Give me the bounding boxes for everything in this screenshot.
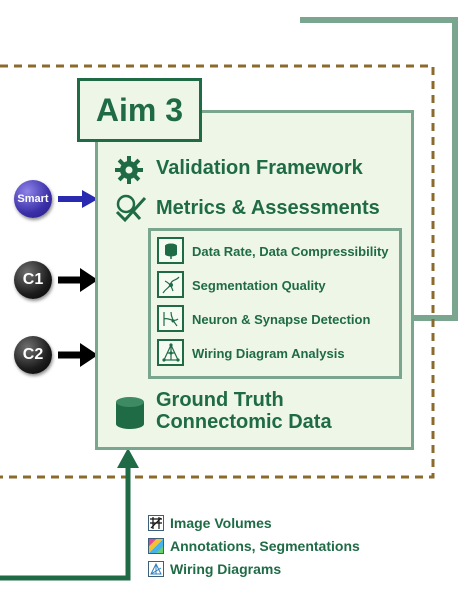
- legend-item: Annotations, Segmentations: [148, 538, 360, 554]
- database-icon: [157, 237, 184, 264]
- database-cylinder-icon: [114, 396, 146, 435]
- dashed-frame: [0, 64, 435, 479]
- c2-input-badge: C2: [14, 336, 52, 374]
- checkmark-magnifier-icon: [113, 192, 147, 229]
- segmentation-icon: [148, 538, 164, 554]
- aim-title: Aim 3: [77, 78, 202, 142]
- metrics-sub-box: [148, 228, 402, 379]
- neuron-icon: [157, 271, 184, 298]
- wiring-diagram-icon: [148, 561, 164, 577]
- metrics-assessments-label: Metrics & Assessments: [156, 197, 380, 219]
- validation-framework-label: Validation Framework: [156, 157, 363, 179]
- ground-truth-line1: Ground Truth: [156, 389, 284, 411]
- metric-wiring-diagram-label: Wiring Diagram Analysis: [192, 346, 345, 361]
- metric-data-rate-label: Data Rate, Data Compressibility: [192, 244, 389, 259]
- c1-input-badge: C1: [14, 261, 52, 299]
- legend-item: Wiring Diagrams: [148, 561, 360, 577]
- smart-input-badge: Smart: [14, 180, 52, 218]
- ground-truth-arrowhead: [117, 448, 139, 468]
- c1-arrowhead: [80, 268, 98, 292]
- smart-arrowhead: [82, 190, 98, 208]
- synapse-icon: [157, 305, 184, 332]
- metric-segmentation-quality-label: Segmentation Quality: [192, 278, 326, 293]
- image-volume-icon: [148, 515, 164, 531]
- output-connector-line: [300, 17, 458, 321]
- ground-truth-line2: Connectomic Data: [156, 411, 332, 433]
- ground-truth-feed-line: [0, 465, 131, 581]
- legend: Image Volumes Annotations, Segmentations…: [148, 515, 360, 577]
- wiring-icon: [157, 339, 184, 366]
- metric-neuron-synapse-label: Neuron & Synapse Detection: [192, 312, 371, 327]
- c2-arrowhead: [80, 343, 98, 367]
- legend-item: Image Volumes: [148, 515, 360, 531]
- gear-icon: [114, 155, 144, 190]
